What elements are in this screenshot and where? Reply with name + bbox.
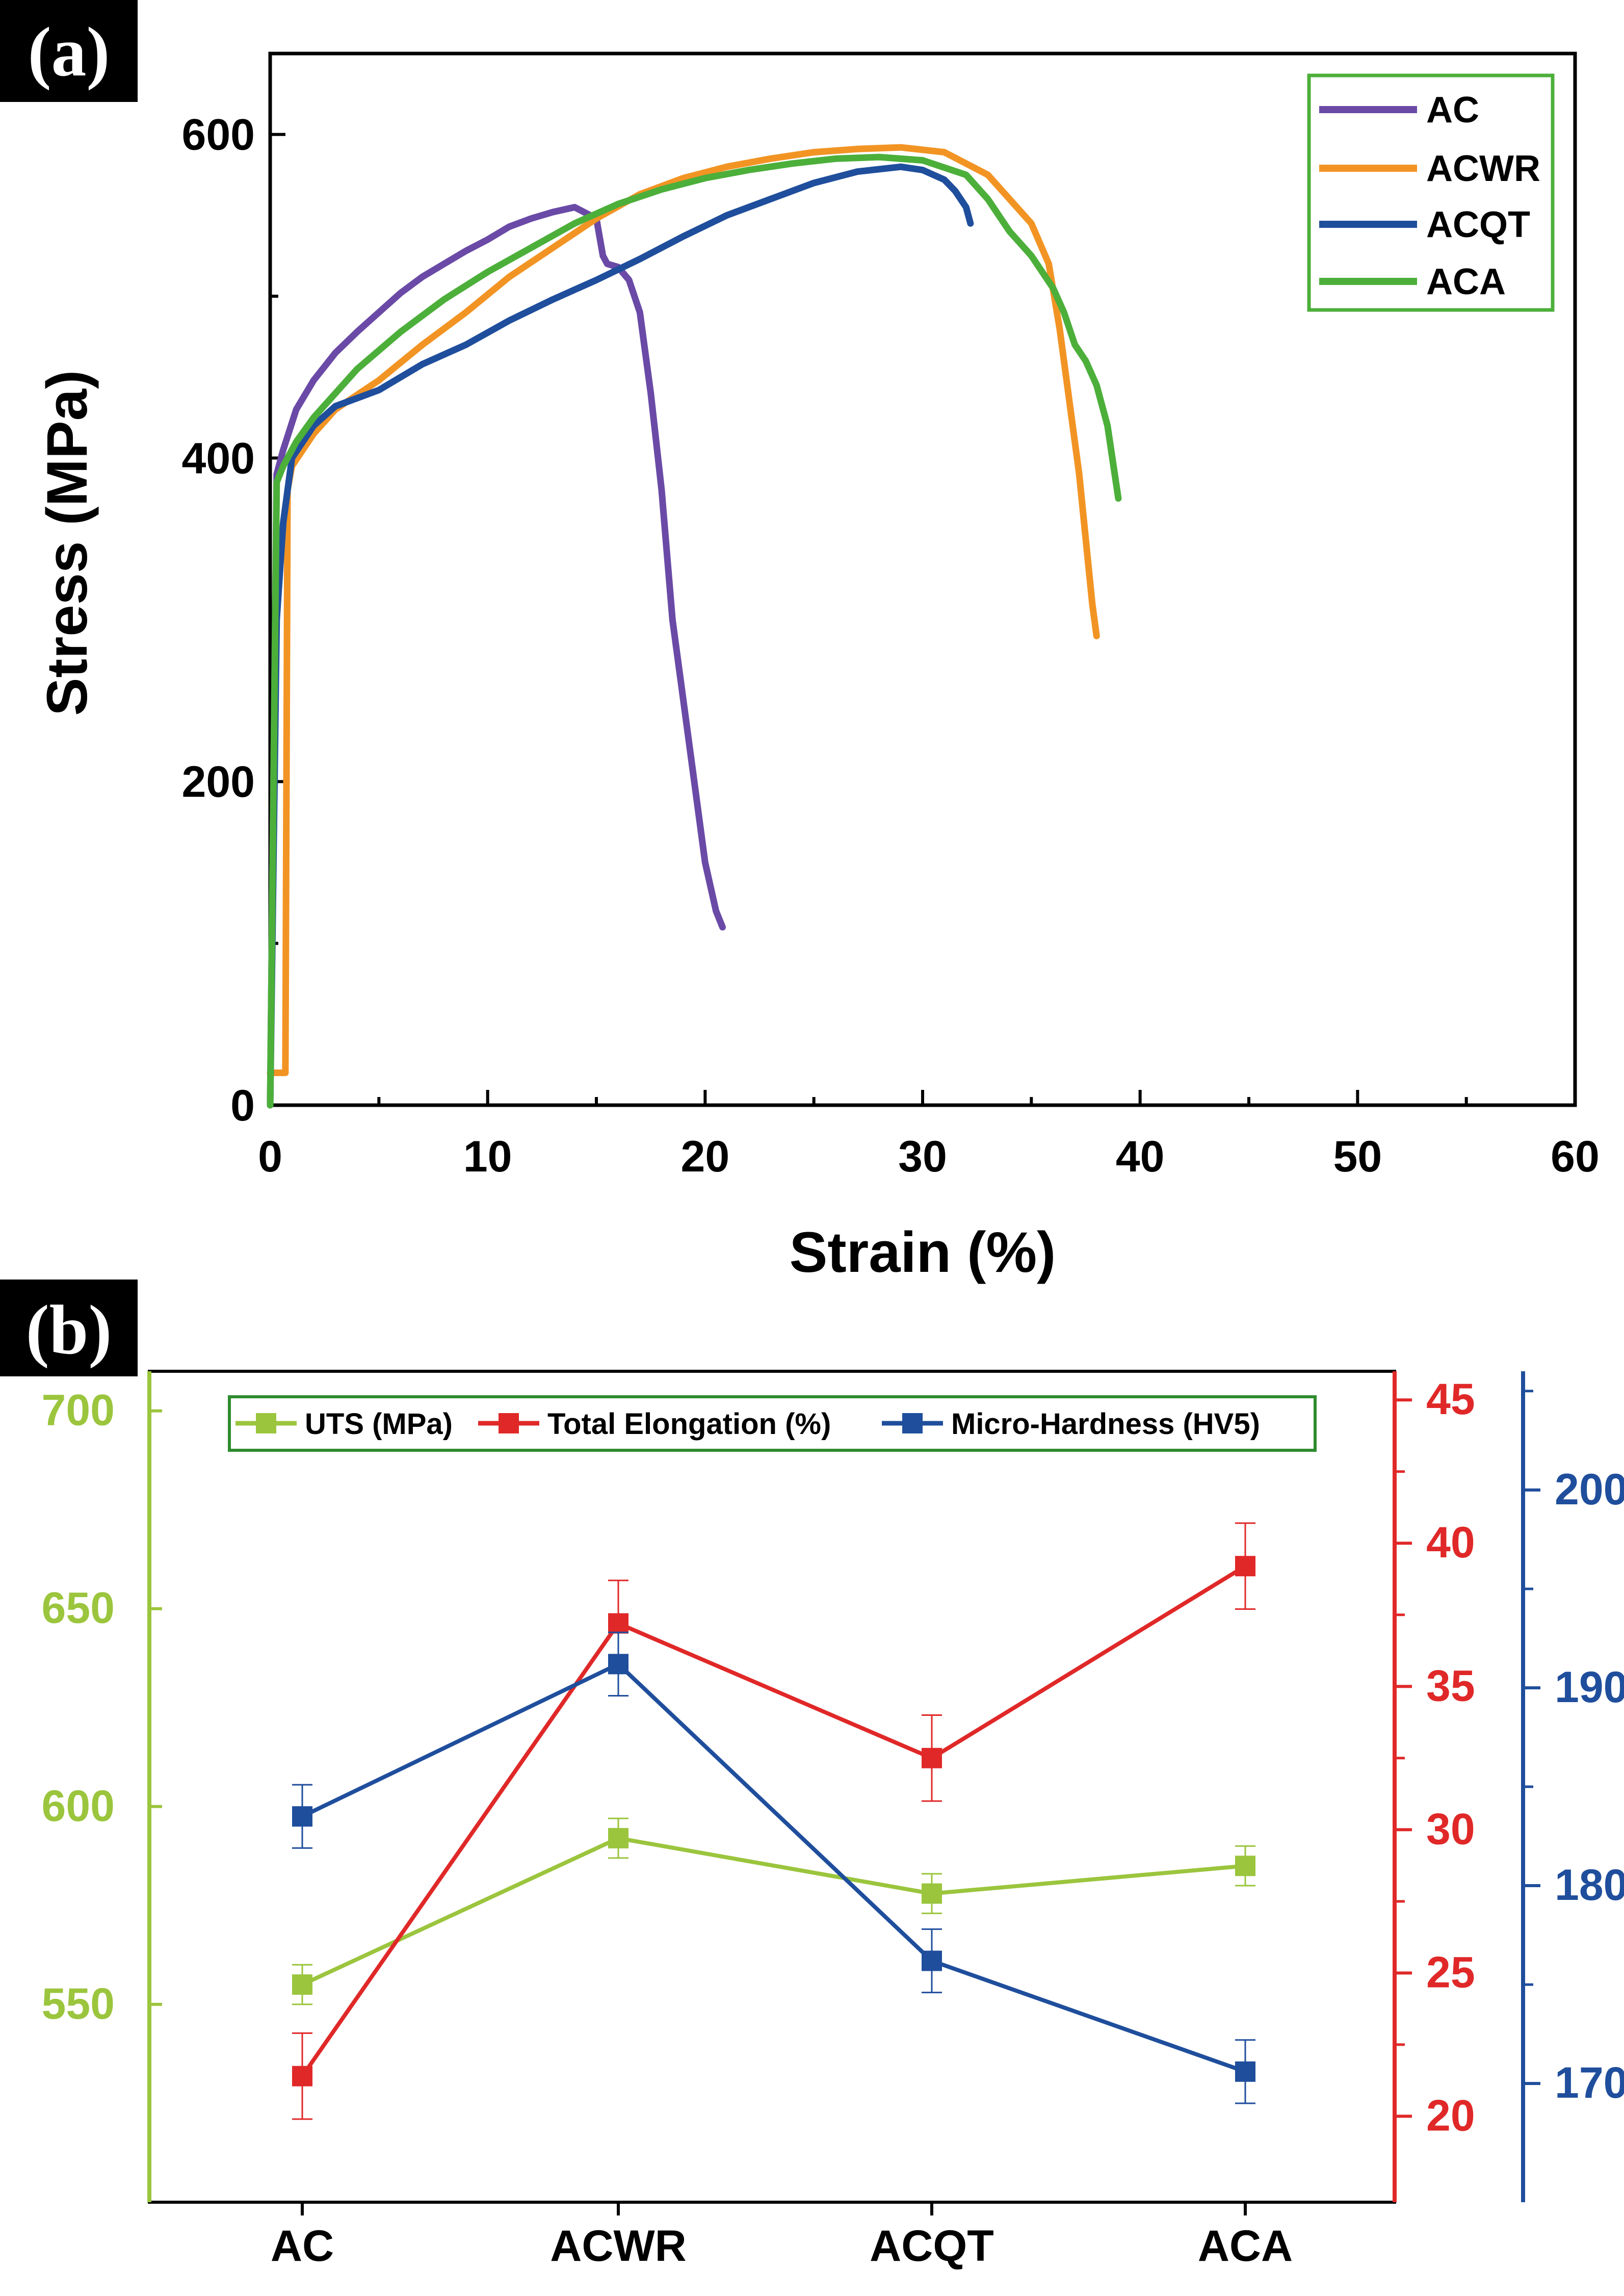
- panel-b-legend: UTS (MPa) Total Elongation (%) Micro-Har…: [228, 1395, 1317, 1452]
- data-point-marker: [292, 2066, 312, 2086]
- x-tick-label: 0: [258, 1132, 282, 1181]
- hardness-axis-label: 170: [1555, 2058, 1624, 2107]
- x-tick-label: 10: [463, 1132, 512, 1181]
- legend-label-acqt: ACQT: [1426, 204, 1530, 245]
- elongation-axis-label: 40: [1426, 1518, 1475, 1567]
- uts-axis-label: 700: [42, 1386, 115, 1435]
- y-tick-label: 0: [230, 1081, 255, 1130]
- data-point-marker: [608, 1654, 628, 1675]
- panel-b-series: [292, 1522, 1255, 2120]
- data-point-marker: [608, 1828, 628, 1848]
- x-tick-label: 20: [680, 1132, 729, 1181]
- data-point-marker: [1235, 1556, 1255, 1577]
- data-point-marker: [922, 1747, 942, 1768]
- panel-a-label: (a): [28, 13, 110, 91]
- legend-label-uts: UTS (MPa): [305, 1407, 453, 1441]
- panel-a-legend: AC ACWR ACQT ACA: [1307, 73, 1555, 312]
- legend-label-hardness: Micro-Hardness (HV5): [951, 1407, 1260, 1441]
- y-tick-label: 200: [182, 758, 255, 806]
- panel-b-badge: [0, 1280, 138, 1376]
- category-label-ac: AC: [271, 2222, 334, 2271]
- data-point-marker: [1235, 1856, 1255, 1876]
- data-point-marker: [1235, 2061, 1255, 2082]
- panel-a-y-axis-title: Stress (MPa): [35, 370, 99, 716]
- panel-a-curves: [267, 144, 1122, 1109]
- panel-b-ticks: AC ACWR ACQT ACA 550 600 650 700 20 25 30 35 40 45 170…: [42, 1375, 1624, 2271]
- panel-a-x-axis-title: Strain (%): [790, 1220, 1056, 1284]
- series-line-0: [301, 1836, 1246, 1987]
- legend-marker-uts: [256, 1413, 276, 1433]
- series-line-2: [301, 1661, 1246, 2074]
- legend-label-elongation: Total Elongation (%): [547, 1407, 831, 1441]
- legend-marker-hardness: [902, 1413, 923, 1433]
- stress-strain-curve-acwr: [267, 144, 1100, 1076]
- category-label-aca: ACA: [1198, 2222, 1293, 2271]
- data-point-marker: [292, 1806, 312, 1827]
- data-point-marker: [922, 1950, 942, 1971]
- legend-label-ac: AC: [1426, 90, 1479, 131]
- x-tick-label: 40: [1116, 1132, 1165, 1181]
- data-point-marker: [292, 1974, 312, 1995]
- elongation-axis-label: 45: [1426, 1375, 1475, 1424]
- panel-b-label: (b): [26, 1291, 112, 1369]
- panel-b: (b) AC ACWR ACQT ACA 550 600 650 700 20 25 30 35 40 4…: [0, 1280, 1624, 2271]
- y-tick-label: 600: [182, 111, 255, 160]
- category-label-acwr: ACWR: [550, 2222, 687, 2271]
- category-label-acqt: ACQT: [870, 2222, 994, 2271]
- uts-axis-label: 550: [42, 1979, 115, 2028]
- x-tick-label: 30: [898, 1132, 947, 1181]
- legend-label-aca: ACA: [1426, 262, 1506, 302]
- legend-marker-elongation: [499, 1413, 519, 1433]
- hardness-axis-label: 200: [1555, 1465, 1624, 1514]
- legend-label-acwr: ACWR: [1426, 148, 1540, 189]
- uts-axis-label: 650: [42, 1584, 115, 1633]
- data-point-marker: [608, 1613, 628, 1634]
- series-line-1: [300, 1564, 1247, 2077]
- elongation-axis-label: 30: [1426, 1805, 1475, 1854]
- elongation-axis-label: 20: [1426, 2091, 1475, 2140]
- panel-b-plot-frame: [148, 1370, 1396, 2204]
- panel-a-badge: [0, 0, 138, 102]
- elongation-axis-label: 25: [1426, 1948, 1475, 1997]
- x-tick-label: 50: [1333, 1132, 1382, 1181]
- y-tick-label: 400: [182, 434, 255, 483]
- panel-a-legend-box: [1307, 73, 1555, 312]
- stress-strain-curve-aca: [267, 153, 1122, 1109]
- stress-strain-curve-acqt: [267, 163, 974, 1109]
- data-point-marker: [922, 1883, 942, 1904]
- hardness-axis-label: 180: [1555, 1861, 1624, 1910]
- uts-axis-label: 600: [42, 1782, 115, 1831]
- elongation-axis-label: 35: [1426, 1661, 1475, 1710]
- x-tick-label: 60: [1551, 1132, 1600, 1181]
- stress-strain-curve-ac: [267, 204, 726, 1109]
- panel-b-legend-box: [228, 1395, 1317, 1452]
- hardness-axis-label: 190: [1555, 1663, 1624, 1712]
